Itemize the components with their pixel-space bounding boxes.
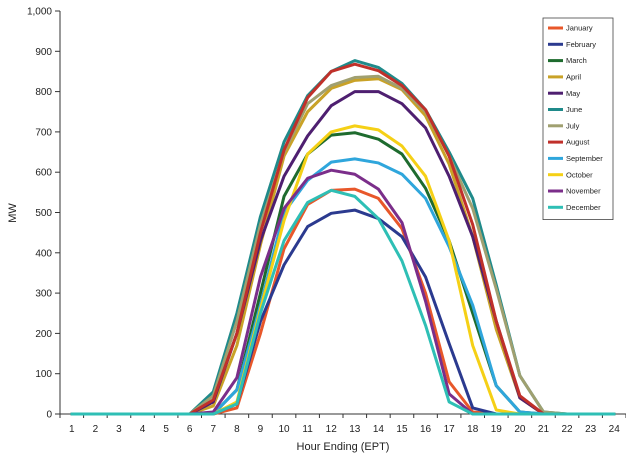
y-tick-label: 500	[35, 208, 52, 219]
x-tick-label: 4	[140, 424, 146, 435]
legend-entry-march: March	[566, 56, 587, 65]
y-tick-label: 1,000	[27, 7, 52, 18]
y-tick-label: 800	[35, 87, 52, 98]
legend-entry-april: April	[566, 73, 581, 82]
x-tick-label: 15	[396, 424, 408, 435]
y-tick-label: 700	[35, 127, 52, 138]
x-tick-label: 3	[116, 424, 122, 435]
legend-entry-may: May	[566, 89, 580, 98]
y-tick-label: 900	[35, 47, 52, 58]
x-tick-label: 1	[69, 424, 75, 435]
legend: January February March April May June July Augu…	[542, 17, 614, 221]
legend-entry-january: January	[566, 24, 593, 33]
legend-entry-september: September	[566, 154, 603, 163]
x-axis-label: Hour Ending (EPT)	[297, 441, 390, 453]
y-tick-label: 300	[35, 289, 52, 300]
x-tick-label: 24	[609, 424, 621, 435]
y-tick-label: 0	[46, 410, 52, 421]
y-tick-label: 200	[35, 329, 52, 340]
x-tick-label: 9	[258, 424, 264, 435]
legend-entry-november: November	[566, 187, 601, 196]
x-tick-label: 18	[467, 424, 479, 435]
x-tick-label: 7	[211, 424, 217, 435]
x-tick-label: 8	[234, 424, 240, 435]
x-tick-label: 14	[373, 424, 385, 435]
x-tick-label: 19	[491, 424, 503, 435]
legend-entry-july: July	[566, 121, 580, 130]
x-tick-label: 23	[585, 424, 597, 435]
x-tick-label: 13	[349, 424, 361, 435]
x-tick-label: 6	[187, 424, 193, 435]
legend-entry-october: October	[566, 170, 593, 179]
series-line-december	[70, 188, 616, 416]
series-layer	[70, 59, 616, 416]
x-tick-label: 22	[561, 424, 573, 435]
y-axis-label: MW	[7, 203, 19, 223]
legend-entry-december: December	[566, 203, 601, 212]
x-tick-label: 21	[538, 424, 550, 435]
x-tick-label: 2	[93, 424, 99, 435]
y-tick-label: 100	[35, 369, 52, 380]
legend-box	[542, 17, 614, 221]
legend-entry-february: February	[566, 40, 596, 49]
y-tick-label: 600	[35, 168, 52, 179]
x-tick-label: 5	[163, 424, 169, 435]
y-axis: 0 100 200 300 400 500 600 700 800 900 1,000	[27, 7, 61, 421]
x-tick-label: 12	[326, 424, 338, 435]
legend-entry-june: June	[566, 105, 582, 114]
x-tick-label: 10	[278, 424, 290, 435]
x-tick-label: 17	[444, 424, 456, 435]
legend-entry-august: August	[566, 138, 590, 147]
y-tick-label: 400	[35, 248, 52, 259]
x-tick-label: 20	[514, 424, 526, 435]
x-tick-label: 11	[302, 424, 313, 435]
x-tick-label: 16	[420, 424, 432, 435]
